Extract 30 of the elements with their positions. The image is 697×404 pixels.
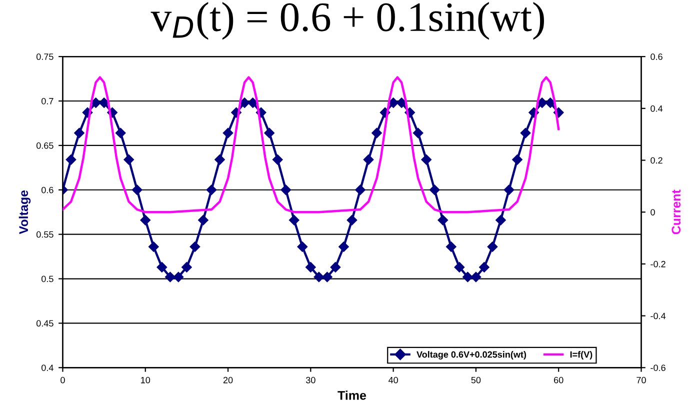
line-series	[62, 76, 560, 214]
y-tick-label: 0.4	[42, 364, 54, 371]
y2-tick-label: 0.4	[650, 105, 663, 112]
y-tick-label: 0.45	[36, 320, 54, 327]
y-tick-label: 0.7	[42, 98, 54, 104]
legend-label: Voltage 0.6V+0.025sin(wt)	[416, 351, 526, 360]
y-tick-label: 0.6	[42, 186, 54, 194]
y2-tick-label: 0.6	[650, 54, 662, 60]
x-tick-label: 20	[223, 376, 233, 384]
x-tick-label: 30	[306, 376, 316, 384]
y-axis-title: Voltage	[18, 190, 31, 234]
x-tick-label: 70	[636, 376, 646, 384]
x-tick-label: 60	[554, 376, 564, 384]
x-tick-label: 40	[388, 376, 398, 384]
y2-tick-label: 0.2	[650, 157, 662, 164]
y2-tick-label: 0	[650, 209, 655, 216]
chart-title: v$_{D}$(t) = 0.6 + 0.1sin(wt)	[150, 2, 544, 40]
y2-axis-title: Current	[672, 190, 681, 234]
y2-tick-label: -0.6	[650, 364, 666, 371]
y-tick-label: 0.65	[36, 142, 54, 149]
y-tick-label: 0.75	[36, 54, 54, 60]
x-tick-label: 10	[141, 376, 150, 384]
y-tick-label: 0.55	[36, 231, 54, 238]
x-tick-label: 0	[60, 376, 65, 384]
x-tick-label: 50	[471, 376, 481, 384]
y2-tick-label: -0.4	[650, 312, 666, 320]
y-tick-label: 0.5	[42, 276, 54, 282]
y2-tick-label: -0.2	[650, 260, 666, 268]
legend-label: I=f(V)	[570, 351, 592, 360]
x-axis-title: Time	[338, 390, 366, 400]
